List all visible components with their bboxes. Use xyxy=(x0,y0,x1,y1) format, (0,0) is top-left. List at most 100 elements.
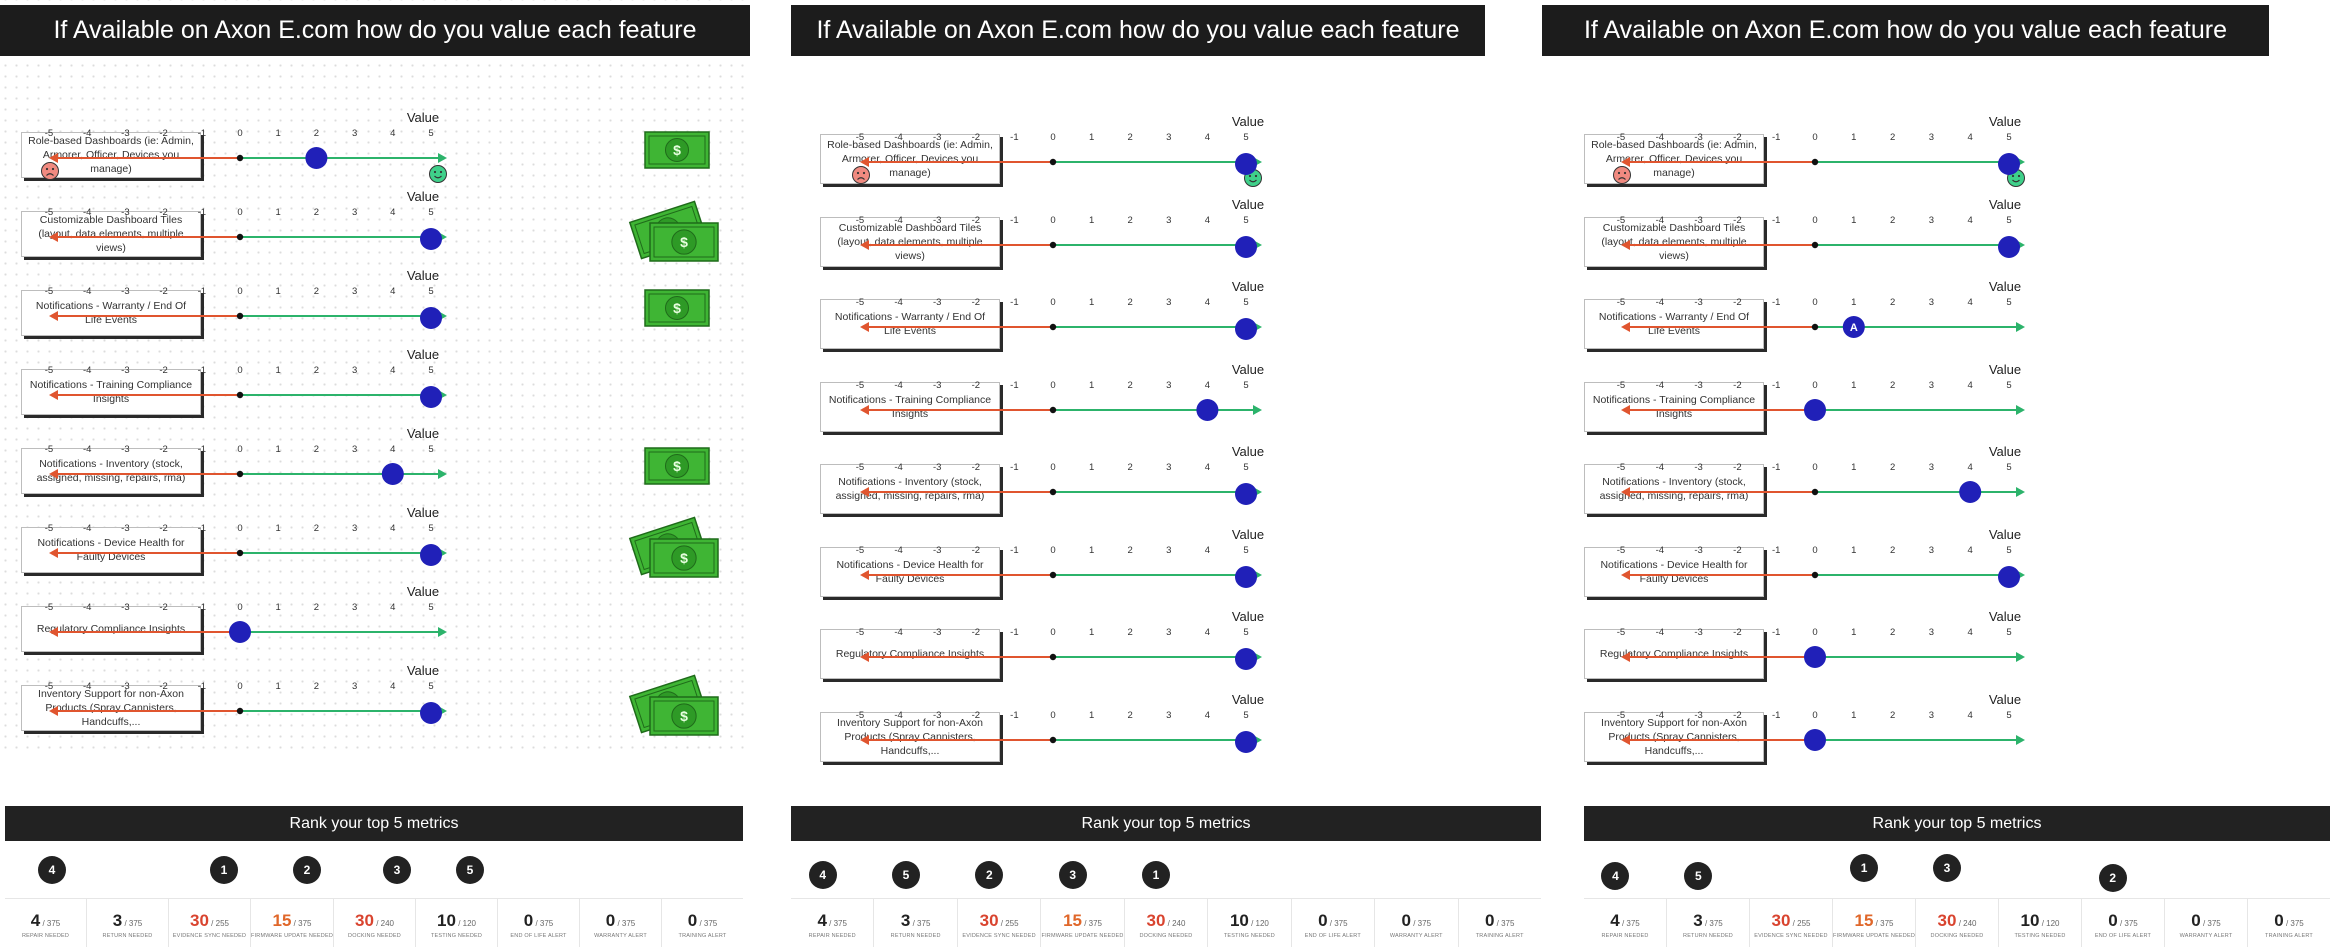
tick-label: 0 xyxy=(1050,627,1055,638)
value-marker[interactable] xyxy=(1235,648,1257,670)
value-marker[interactable] xyxy=(1998,153,2020,175)
metric-card[interactable]: 0 / 375 Training Alert xyxy=(1459,899,1541,947)
metric-card[interactable]: 15 / 375 Firmware Update Needed xyxy=(251,899,335,947)
metric-value: 30 / 240 xyxy=(1916,911,1998,931)
metric-card[interactable]: 30 / 255 Evidence Sync Needed xyxy=(958,899,1042,947)
rank-badge[interactable]: 4 xyxy=(38,856,66,884)
tick-label: -5 xyxy=(1617,380,1625,391)
value-marker[interactable] xyxy=(1959,481,1982,503)
tick-label: -5 xyxy=(1617,545,1625,556)
value-marker[interactable] xyxy=(420,386,442,408)
metric-card[interactable]: 0 / 375 Training Alert xyxy=(2248,899,2330,947)
metric-card[interactable]: 30 / 240 Docking Needed xyxy=(334,899,417,947)
value-marker[interactable] xyxy=(381,463,404,485)
value-marker[interactable] xyxy=(229,621,251,643)
rank-badge[interactable]: 1 xyxy=(1142,861,1170,889)
value-marker[interactable] xyxy=(1196,399,1219,421)
metric-card[interactable]: 10 / 120 Testing Needed xyxy=(1208,899,1292,947)
left-arrow-icon xyxy=(49,469,58,479)
value-scale: Value -5 -4 -3 -2 -1 0 1 2 3 4 5 xyxy=(1613,114,2025,187)
value-marker[interactable] xyxy=(420,228,442,250)
value-marker[interactable]: A xyxy=(1842,316,1865,338)
value-marker[interactable] xyxy=(1235,483,1257,505)
value-marker[interactable] xyxy=(1804,729,1826,751)
rank-badge[interactable]: 5 xyxy=(1684,862,1713,890)
rank-badge[interactable]: 3 xyxy=(383,856,411,884)
value-marker[interactable] xyxy=(1235,318,1257,340)
tick-label: 2 xyxy=(1128,545,1133,556)
metric-card[interactable]: 30 / 240 Docking Needed xyxy=(1125,899,1209,947)
value-marker[interactable] xyxy=(1998,566,2020,588)
tick-label: 5 xyxy=(428,207,433,218)
rank-badge[interactable]: 5 xyxy=(892,861,920,889)
metric-count: 0 xyxy=(523,911,534,930)
tick-label: 2 xyxy=(314,365,319,376)
metric-card[interactable]: 30 / 240 Docking Needed xyxy=(1916,899,2000,947)
tick-label: 5 xyxy=(2006,215,2011,226)
value-marker[interactable] xyxy=(1804,399,1826,421)
value-marker[interactable] xyxy=(1235,566,1257,588)
metric-card[interactable]: 3 / 375 Return Needed xyxy=(1667,899,1750,947)
metric-total: / 375 xyxy=(1327,919,1348,928)
rank-badge[interactable]: 4 xyxy=(808,861,837,889)
left-arrow-icon xyxy=(1621,570,1630,580)
value-marker[interactable] xyxy=(420,307,442,329)
metric-card[interactable]: 10 / 120 Testing Needed xyxy=(416,899,499,947)
metric-total: / 240 xyxy=(1165,919,1186,928)
rank-badge[interactable]: 3 xyxy=(1058,861,1087,889)
rank-badge[interactable]: 2 xyxy=(293,856,321,884)
rank-badge[interactable]: 4 xyxy=(1601,862,1630,890)
value-marker[interactable] xyxy=(1804,646,1826,668)
metric-card[interactable]: 0 / 375 Warranty Alert xyxy=(580,899,663,947)
metric-card[interactable]: 10 / 120 Testing Needed xyxy=(1999,899,2083,947)
metric-card[interactable]: 0 / 375 Training Alert xyxy=(662,899,743,947)
tick-label: -2 xyxy=(1733,462,1741,473)
metric-card[interactable]: 0 / 375 End of Life Alert xyxy=(1292,899,1376,947)
metric-card[interactable]: 15 / 375 Firmware Update Needed xyxy=(1041,899,1125,947)
metric-value: 30 / 255 xyxy=(169,911,250,931)
rank-badge[interactable]: 1 xyxy=(1850,854,1879,882)
scale-title: Value xyxy=(407,268,439,283)
left-arrow-icon xyxy=(49,627,58,637)
metric-card[interactable]: 4 / 375 Repair Needed xyxy=(1584,899,1667,947)
metric-card[interactable]: 0 / 375 Warranty Alert xyxy=(1375,899,1459,947)
metric-card[interactable]: 4 / 375 Repair Needed xyxy=(791,899,875,947)
left-arrow-icon xyxy=(860,735,869,745)
metric-card[interactable]: 4 / 375 Repair Needed xyxy=(5,899,87,947)
tick-label: -1 xyxy=(198,523,206,534)
metric-card[interactable]: 30 / 255 Evidence Sync Needed xyxy=(169,899,251,947)
value-marker[interactable] xyxy=(420,702,442,724)
value-marker[interactable] xyxy=(420,544,442,566)
rank-badge[interactable]: 2 xyxy=(2098,864,2127,892)
money-icon: $ xyxy=(644,131,710,169)
scale-title: Value xyxy=(1989,362,2021,377)
rank-badge[interactable]: 1 xyxy=(210,856,238,884)
value-marker[interactable] xyxy=(305,147,328,169)
metric-card[interactable]: 15 / 375 Firmware Update Needed xyxy=(1833,899,1917,947)
value-marker[interactable] xyxy=(1235,731,1257,753)
tick-label: -1 xyxy=(1010,627,1018,638)
tick-label: 1 xyxy=(1851,627,1856,638)
metric-card[interactable]: 3 / 375 Return Needed xyxy=(874,899,958,947)
rank-badge[interactable]: 2 xyxy=(975,861,1004,889)
metric-card[interactable]: 3 / 375 Return Needed xyxy=(87,899,169,947)
metric-label: End of Life Alert xyxy=(1304,933,1361,939)
rank-badge[interactable]: 5 xyxy=(456,856,484,884)
value-marker[interactable] xyxy=(1998,236,2020,258)
tick-label: 5 xyxy=(1243,215,1248,226)
scale-title: Value xyxy=(407,110,439,125)
value-marker[interactable] xyxy=(1235,236,1257,258)
metric-card[interactable]: 30 / 255 Evidence Sync Needed xyxy=(1750,899,1833,947)
tick-label: 4 xyxy=(1968,215,1973,226)
metric-card[interactable]: 0 / 375 End of Life Alert xyxy=(498,899,581,947)
metric-card[interactable]: 0 / 375 End of Life Alert xyxy=(2082,899,2166,947)
tick-label: 3 xyxy=(352,128,357,139)
value-marker[interactable] xyxy=(1235,153,1257,175)
tick-label: -5 xyxy=(856,545,864,556)
metric-count: 3 xyxy=(900,911,911,930)
rank-badge[interactable]: 3 xyxy=(1933,854,1961,882)
tick-label: -4 xyxy=(83,444,91,455)
tick-label: 4 xyxy=(1205,215,1210,226)
metric-card[interactable]: 0 / 375 Warranty Alert xyxy=(2165,899,2249,947)
tick-label: 3 xyxy=(1166,215,1171,226)
